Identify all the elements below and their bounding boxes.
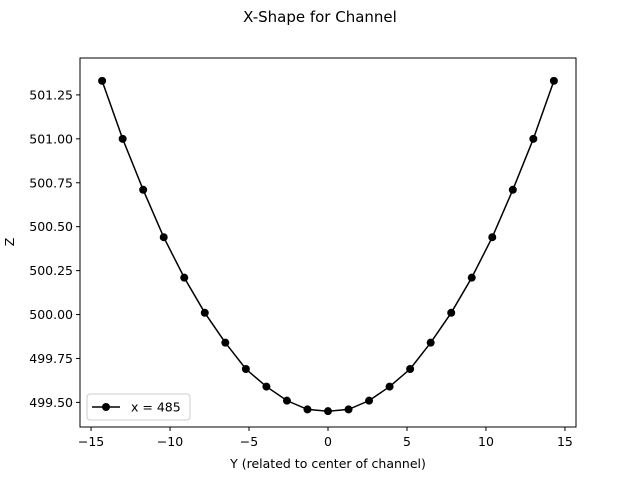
y-tick-label: 500.75 [29, 175, 73, 190]
y-tick-label: 500.50 [29, 219, 73, 234]
data-point [262, 382, 271, 391]
data-point [467, 273, 476, 282]
data-point [385, 382, 394, 391]
data-point [344, 405, 353, 414]
data-point [282, 396, 291, 405]
y-tick-label: 499.50 [29, 395, 73, 410]
legend-box [86, 393, 191, 421]
chart-title: X-Shape for Channel [243, 8, 397, 26]
data-point [200, 308, 209, 317]
data-point [426, 338, 435, 347]
x-tick-label: −15 [78, 434, 104, 449]
y-tick-label: 501.00 [29, 131, 73, 146]
data-point [118, 134, 127, 143]
data-point [488, 233, 497, 242]
y-tick-label: 500.00 [29, 307, 73, 322]
plot-frame [79, 57, 577, 428]
data-point [98, 76, 107, 85]
legend-label: x = 485 [131, 400, 181, 415]
legend: x = 485 [86, 393, 191, 421]
y-axis-label: Z [2, 238, 17, 247]
legend-marker [102, 403, 110, 411]
data-point [365, 396, 374, 405]
x-tick-label: 5 [403, 434, 411, 449]
x-tick-label: 0 [324, 434, 332, 449]
data-point [529, 134, 538, 143]
data-point [447, 308, 456, 317]
x-tick-label: 10 [478, 434, 494, 449]
data-point [549, 76, 558, 85]
y-tick-label: 500.25 [29, 263, 73, 278]
x-tick-label: −5 [240, 434, 258, 449]
y-tick-label: 501.25 [29, 87, 73, 102]
x-tick-label: −10 [157, 434, 183, 449]
data-point [303, 405, 312, 414]
data-point [139, 185, 148, 194]
data-point [324, 407, 332, 416]
data-point [180, 273, 189, 282]
series-line [101, 80, 555, 412]
x-axis-label: Y (related to center of channel) [229, 456, 426, 471]
y-tick-label: 499.75 [29, 351, 73, 366]
data-point [241, 365, 250, 374]
data-point [221, 338, 230, 347]
x-tick-label: 15 [557, 434, 573, 449]
data-point [406, 365, 415, 374]
data-point [508, 185, 517, 194]
data-point [159, 233, 168, 242]
